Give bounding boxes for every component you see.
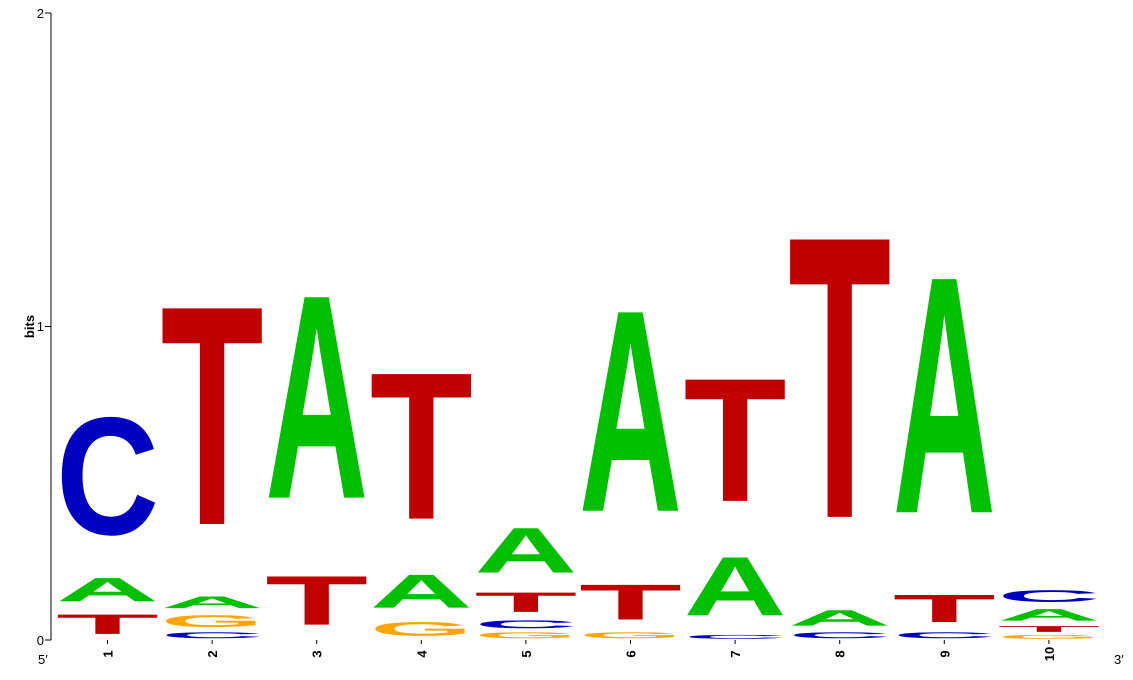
letter-T-pos-7: T <box>684 341 787 538</box>
letter-C-pos-9: C <box>893 631 996 640</box>
letter-C-pos-5: C <box>474 618 577 631</box>
x-tick-label-3: 3 <box>310 650 325 657</box>
letter-C-pos-8: C <box>788 631 891 640</box>
letter-C-pos-7: C <box>684 634 787 640</box>
x-tick-label-10: 10 <box>1042 647 1057 661</box>
letter-T-pos-5: T <box>474 587 577 618</box>
letter-G-pos-4: G <box>370 618 473 640</box>
letter-G-pos-6: G <box>579 631 682 640</box>
x-tick-label-5: 5 <box>519 650 534 657</box>
letter-T-pos-6: T <box>579 574 682 630</box>
letter-G-pos-2: G <box>161 612 264 631</box>
letter-A-pos-5: A <box>474 515 577 587</box>
letter-T-pos-3: T <box>265 562 368 640</box>
letter-A-pos-6: A <box>579 251 682 573</box>
x-tick-label-8: 8 <box>833 650 848 657</box>
letter-C-pos-10: C <box>997 587 1100 606</box>
letter-T-pos-8: T <box>788 153 891 603</box>
letter-G-pos-5: G <box>474 631 577 640</box>
letter-T-pos-4: T <box>370 330 473 564</box>
x-start-label: 5′ <box>38 652 48 667</box>
x-tick-label-4: 4 <box>414 650 429 658</box>
logo-column-8: CAT <box>788 153 891 640</box>
logo-column-4: GAT <box>370 330 473 640</box>
letter-A-pos-8: A <box>788 605 891 630</box>
letter-A-pos-3: A <box>265 233 368 559</box>
logo-column-3: TA <box>265 233 368 639</box>
x-tick-label-1: 1 <box>101 650 116 657</box>
x-end-label: 3′ <box>1114 652 1124 667</box>
y-tick-label-1: 1 <box>37 319 44 334</box>
logo-column-6: GTA <box>579 251 682 640</box>
letter-C-pos-1: C <box>56 383 159 571</box>
x-tick-label-9: 9 <box>937 650 952 657</box>
letter-A-pos-7: A <box>684 539 787 633</box>
x-tick-label-6: 6 <box>624 650 639 657</box>
letter-T-pos-2: T <box>161 241 264 591</box>
y-tick-label-2: 2 <box>37 6 44 21</box>
y-axis-label: bits <box>22 315 37 338</box>
letter-G-pos-10: G <box>997 634 1100 640</box>
letter-A-pos-1: A <box>56 571 159 609</box>
letter-A-pos-4: A <box>370 565 473 618</box>
y-tick-label-0: 0 <box>37 633 44 648</box>
letter-C-pos-2: C <box>161 631 264 640</box>
logo-column-9: CTA <box>893 207 996 640</box>
logo-column-7: CAT <box>684 341 787 640</box>
x-tick-labels: 1 2 3 4 5 6 7 8 9 10 <box>101 640 1057 661</box>
logo-column-1: TAC <box>56 383 159 640</box>
letter-A-pos-10: A <box>997 605 1100 624</box>
letter-T-pos-10: T <box>997 624 1100 633</box>
letter-T-pos-1: T <box>56 609 159 640</box>
letter-A-pos-9: A <box>893 207 996 585</box>
axes: 0 1 2 bits 5′ 3′ <box>22 6 1124 667</box>
letter-T-pos-9: T <box>893 586 996 630</box>
x-tick-label-7: 7 <box>728 650 743 657</box>
x-tick-label-2: 2 <box>205 650 220 657</box>
letter-A-pos-2: A <box>161 593 264 612</box>
